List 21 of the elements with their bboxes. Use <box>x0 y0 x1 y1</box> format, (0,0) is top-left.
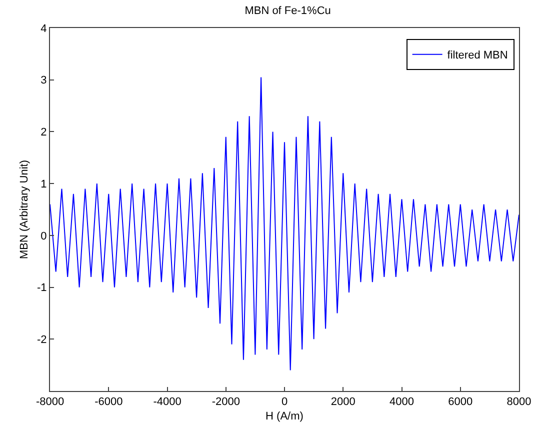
y-tick-label: 4 <box>40 22 47 35</box>
y-tick-label: 1 <box>40 178 47 190</box>
x-tick-label: -4000 <box>153 396 182 408</box>
legend-label: filtered MBN <box>447 50 508 62</box>
x-axis-title: H (A/m) <box>266 410 304 422</box>
chart-title: MBN of Fe-1%Cu <box>244 5 331 18</box>
y-axis-title: MBN (Arbitrary Unit) <box>18 160 31 260</box>
x-tick-label: 0 <box>281 396 288 408</box>
x-tick-label: 4000 <box>390 396 414 408</box>
y-tick-label: -1 <box>37 282 47 294</box>
line-series <box>50 76 519 371</box>
x-tick-label: 8000 <box>506 396 532 408</box>
y-tick-label: 0 <box>40 230 47 242</box>
x-tick-label: -8000 <box>36 396 64 408</box>
y-tick-label: 3 <box>40 74 47 87</box>
y-tick-label: 2 <box>40 126 47 139</box>
y-tick-label: -2 <box>37 334 47 346</box>
x-tick-label: -2000 <box>212 396 240 408</box>
x-tick-label: -6000 <box>94 396 123 408</box>
x-tick-label: 2000 <box>330 396 356 408</box>
x-tick-label: 6000 <box>448 396 473 408</box>
